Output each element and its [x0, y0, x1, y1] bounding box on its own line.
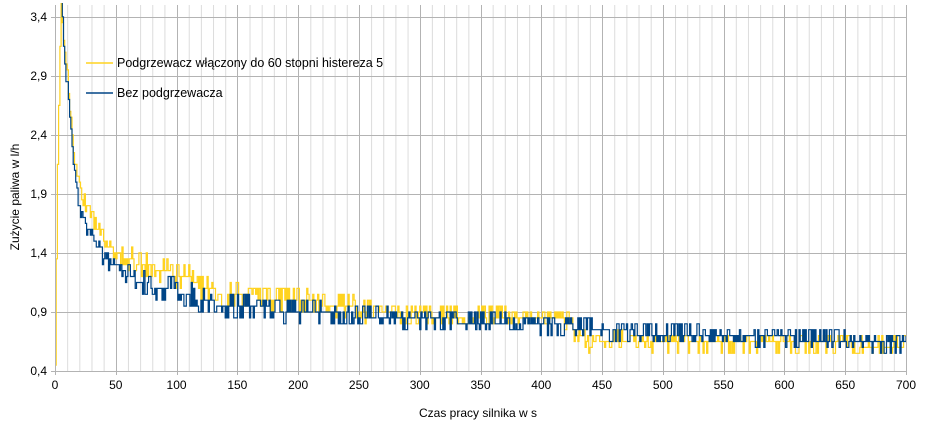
x-tick-label: 500	[653, 378, 673, 392]
y-tick-label: 3,4	[30, 10, 47, 24]
x-tick-label: 350	[470, 378, 490, 392]
y-tick-label: 0,4	[30, 364, 47, 378]
legend-label-heater: Podgrzewacz włączony do 60 stopni hister…	[117, 56, 383, 70]
series-line-heater	[55, 3, 906, 366]
y-tick-label: 2,9	[30, 69, 47, 83]
x-tick-label: 550	[714, 378, 734, 392]
series-layer	[55, 3, 906, 366]
x-tick-label: 450	[592, 378, 612, 392]
x-tick-label: 0	[52, 378, 59, 392]
x-tick-label: 700	[896, 378, 916, 392]
legend-label-no-heater: Bez podgrzewacza	[117, 86, 223, 100]
y-tick-label: 1,4	[30, 246, 47, 260]
x-tick-label: 300	[410, 378, 430, 392]
x-tick-label: 250	[349, 378, 369, 392]
x-tick-label: 400	[531, 378, 551, 392]
x-tick-label: 650	[835, 378, 855, 392]
series-line-no-heater	[61, 3, 906, 354]
chart-axes	[55, 5, 906, 372]
legend: Podgrzewacz włączony do 60 stopni hister…	[86, 56, 383, 100]
tick-labels: 0 50 100 150 200 250 300 350 400 450 500 550 600 650 7…	[30, 10, 916, 392]
y-axis-title: Zużycie paliwa w l/h	[8, 144, 22, 251]
y-tick-label: 0,9	[30, 305, 47, 319]
x-tick-label: 50	[109, 378, 123, 392]
x-tick-label: 200	[288, 378, 308, 392]
x-axis-title: Czas pracy silnika w s	[419, 406, 537, 420]
y-tick-label: 1,9	[30, 187, 47, 201]
x-tick-label: 600	[774, 378, 794, 392]
x-tick-label: 100	[167, 378, 187, 392]
x-tick-label: 150	[227, 378, 247, 392]
y-tick-label: 2,4	[30, 128, 47, 142]
